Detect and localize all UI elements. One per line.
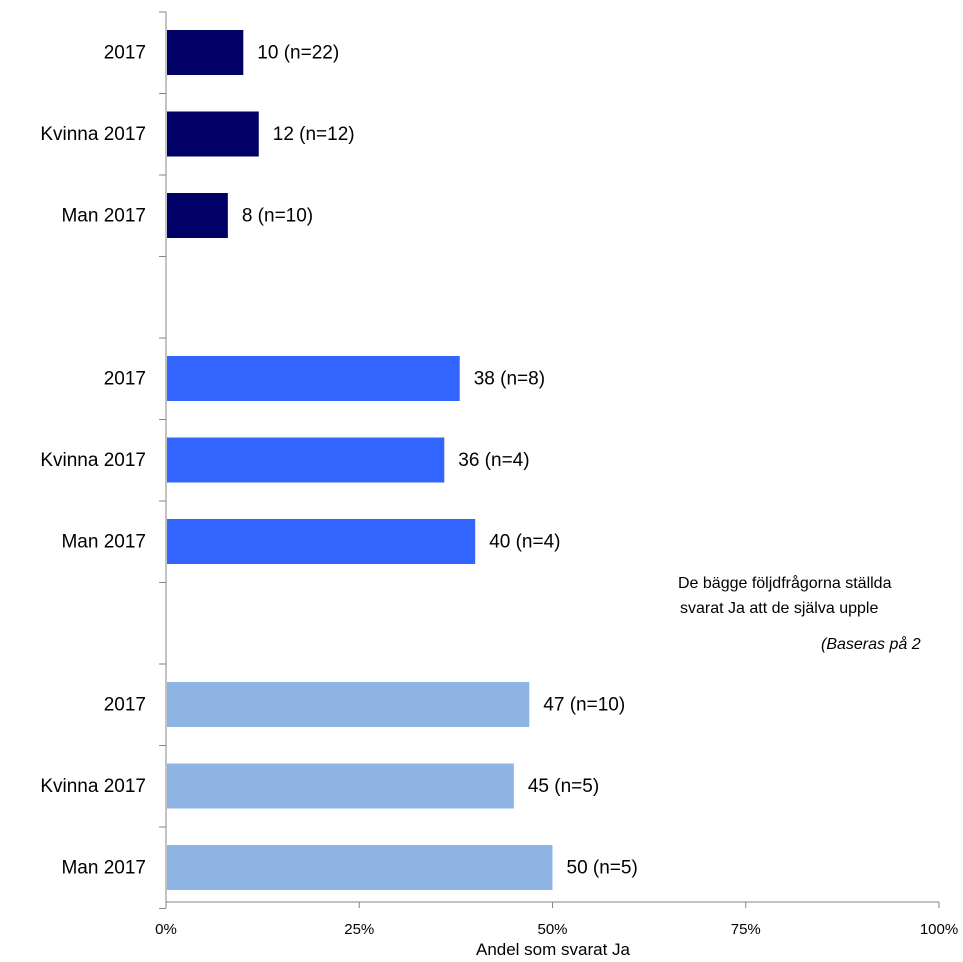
data-label: 10 (n=22) [257,43,339,64]
bar [167,356,460,401]
category-label: Man 2017 [61,206,146,227]
data-label: 47 (n=10) [543,695,625,716]
annotation-line-1: De bägge följdfrågorna ställda [678,575,892,592]
bar [167,437,445,483]
data-label: 8 (n=10) [242,206,313,227]
x-tick-label: 75% [731,921,761,938]
data-label: 12 (n=12) [273,124,355,145]
category-label: Kvinna 2017 [40,450,146,471]
x-tick-label: 25% [344,921,374,938]
bar [167,193,228,238]
x-tick-label: 100% [920,921,958,938]
bar [167,519,476,564]
category-label: Kvinna 2017 [40,776,146,797]
data-label: 36 (n=4) [458,450,529,471]
category-label: Man 2017 [61,858,146,879]
data-label: 45 (n=5) [528,776,599,797]
category-label: Man 2017 [61,532,146,553]
x-tick-label: 50% [537,921,567,938]
data-label: 50 (n=5) [567,858,638,879]
category-label: Kvinna 2017 [40,124,146,145]
category-label: 2017 [104,43,146,64]
data-label: 38 (n=8) [474,369,545,390]
annotation-line-2: svarat Ja att de själva upple [680,600,879,617]
annotation-line-3: (Baseras på 2 [821,636,921,653]
bar [167,682,530,727]
data-label: 40 (n=4) [489,532,560,553]
bar [167,845,553,890]
category-label: 2017 [104,695,146,716]
x-tick-label: 0% [155,921,177,938]
bar [167,763,514,809]
bar [167,111,259,157]
x-axis-title: Andel som svarat Ja [476,940,631,959]
category-label: 2017 [104,369,146,390]
bar [167,30,244,75]
